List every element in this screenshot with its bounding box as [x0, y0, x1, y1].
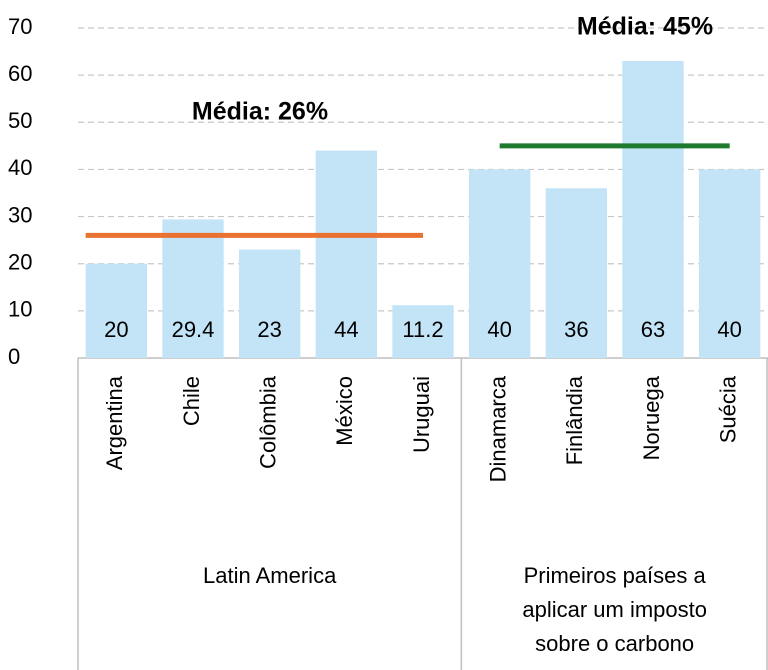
y-tick-label: 40 [8, 155, 32, 180]
x-tick-label: Suécia [715, 375, 740, 443]
value-label: 40 [487, 317, 511, 342]
bar [85, 263, 147, 358]
x-tick-label: Argentina [102, 375, 127, 470]
value-label: 23 [257, 317, 281, 342]
bar [699, 169, 761, 358]
y-tick-label: 60 [8, 61, 32, 86]
value-label: 11.2 [402, 317, 443, 342]
value-label: 29.4 [172, 317, 215, 342]
group-label: sobre o carbono [535, 631, 694, 656]
x-tick-label: México [332, 376, 357, 446]
bar [162, 219, 224, 358]
y-tick-label: 70 [8, 14, 32, 39]
y-tick-label: 30 [8, 202, 32, 227]
bar [545, 188, 607, 358]
y-tick-label: 50 [8, 108, 32, 133]
value-label: 63 [641, 317, 665, 342]
y-tick-label: 0 [8, 344, 20, 369]
x-tick-label: Uruguai [409, 376, 434, 453]
average-label: Média: 45% [577, 13, 713, 41]
bar [469, 169, 531, 358]
value-label: 20 [104, 317, 128, 342]
average-label: Média: 26% [192, 98, 328, 126]
x-tick-label: Dinamarca [485, 375, 510, 482]
bar [622, 61, 684, 358]
group-label: aplicar um imposto [522, 597, 707, 622]
group-label: Primeiros países a [524, 563, 707, 588]
x-tick-label: Noruega [639, 375, 664, 460]
bar [392, 305, 454, 358]
value-label: 40 [717, 317, 741, 342]
x-tick-label: Chile [179, 376, 204, 426]
group-label: Latin America [203, 563, 337, 588]
y-tick-label: 20 [8, 250, 32, 275]
x-tick-label: Colômbia [255, 375, 280, 469]
bar [315, 150, 377, 358]
bar [239, 249, 301, 358]
value-label: 36 [564, 317, 588, 342]
y-tick-label: 10 [8, 297, 32, 322]
value-label: 44 [334, 317, 358, 342]
x-tick-label: Finlândia [562, 375, 587, 465]
